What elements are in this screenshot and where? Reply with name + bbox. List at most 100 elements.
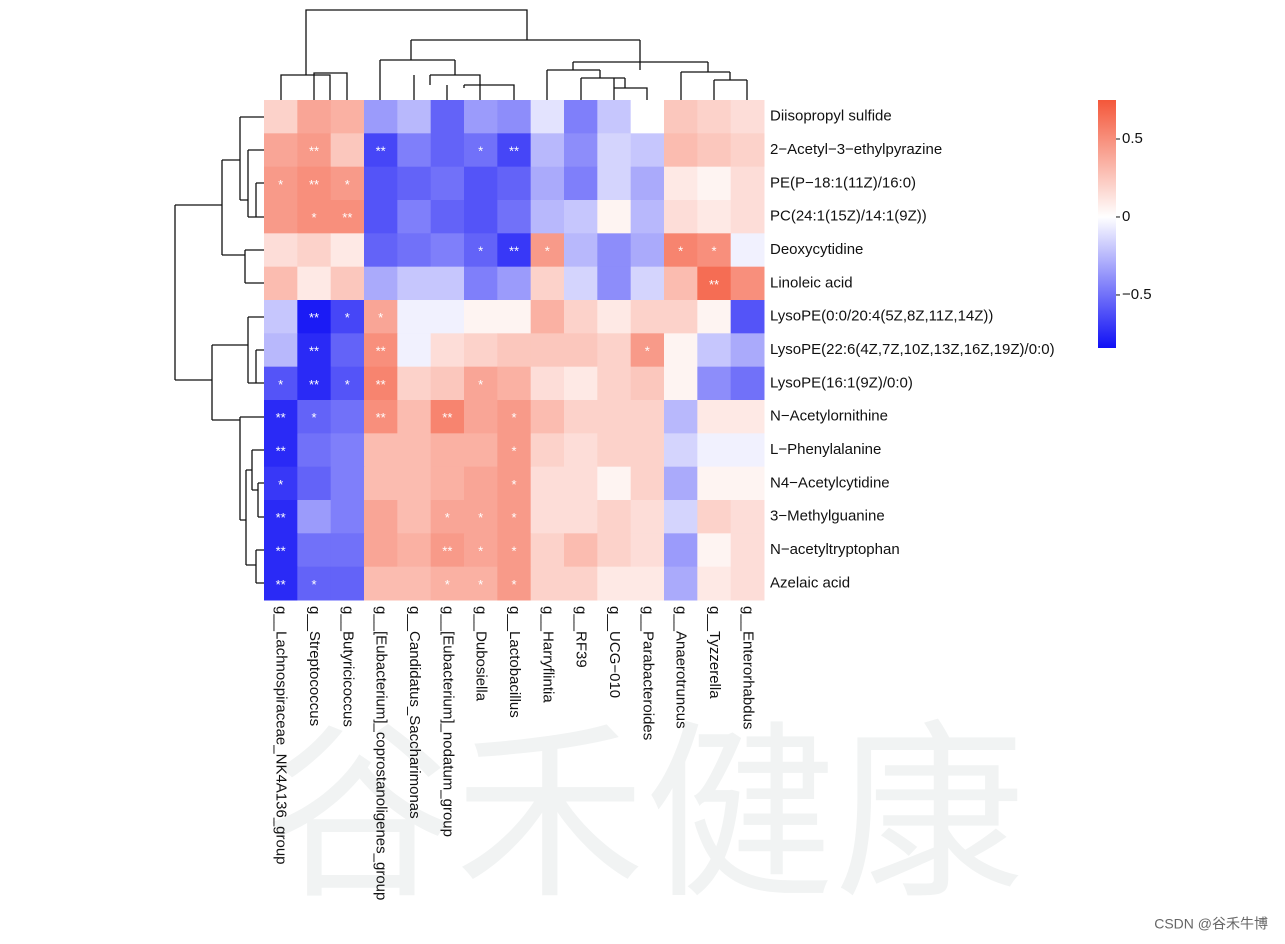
cell — [730, 433, 765, 468]
cell — [464, 533, 498, 568]
significance-label: * — [478, 577, 483, 592]
column-label: g__RF39 — [573, 606, 590, 668]
cell — [330, 466, 365, 501]
cell — [297, 566, 332, 601]
significance-label: * — [345, 377, 350, 392]
cell — [264, 233, 298, 268]
cell — [430, 400, 465, 434]
significance-label: * — [278, 477, 283, 492]
column-label: g__Parabacteroides — [639, 606, 656, 740]
color-tick-label: −0.5 — [1122, 286, 1152, 303]
row-label: 3−Methylguanine — [770, 508, 885, 525]
cell — [364, 300, 398, 334]
cell — [297, 100, 332, 134]
significance-label: ** — [709, 277, 719, 292]
cell — [364, 466, 398, 501]
cell — [664, 366, 698, 401]
cell — [430, 100, 465, 134]
significance-label: * — [345, 310, 350, 325]
cell — [597, 266, 632, 301]
cell — [264, 200, 298, 234]
cell — [564, 366, 598, 401]
cell — [630, 433, 665, 468]
cell — [697, 500, 732, 534]
cell — [464, 366, 498, 401]
cell — [730, 566, 765, 601]
cell — [630, 233, 665, 268]
cell — [497, 333, 532, 368]
cell — [564, 166, 598, 201]
cell — [564, 466, 598, 501]
cell — [530, 266, 565, 301]
cell — [697, 466, 732, 501]
cell — [730, 366, 765, 401]
column-label: g__Harryflintia — [539, 606, 556, 703]
cell — [364, 433, 398, 468]
row-label: Azelaic acid — [770, 574, 850, 591]
cell — [364, 566, 398, 601]
significance-label: ** — [309, 343, 319, 358]
row-dendrogram — [174, 116, 264, 584]
cell — [297, 200, 332, 234]
cell — [430, 366, 465, 401]
cell — [430, 500, 465, 534]
cell — [664, 133, 698, 168]
cell — [330, 133, 365, 168]
cell — [697, 133, 732, 168]
cell — [697, 200, 732, 234]
cell — [464, 133, 498, 168]
cell — [697, 433, 732, 468]
cell — [597, 566, 632, 601]
cell — [497, 233, 532, 268]
cell — [530, 366, 565, 401]
cell — [497, 400, 532, 434]
significance-label: * — [511, 543, 516, 558]
cell — [530, 566, 565, 601]
cell — [464, 300, 498, 334]
cell — [330, 400, 365, 434]
significance-label: * — [511, 577, 516, 592]
cell — [297, 233, 332, 268]
cell — [297, 533, 332, 568]
column-label: g__Anaerotruncus — [673, 606, 690, 729]
cell — [297, 266, 332, 301]
cell — [664, 466, 698, 501]
cell — [730, 266, 765, 301]
cell — [564, 533, 598, 568]
column-label: g__Streptococcus — [306, 606, 323, 726]
cell — [697, 300, 732, 334]
credit: CSDN @谷禾牛博 — [1154, 916, 1268, 932]
cell — [697, 533, 732, 568]
cell — [664, 166, 698, 201]
cell — [364, 533, 398, 568]
row-label: N−Acetylornithine — [770, 408, 888, 425]
cell — [330, 100, 365, 134]
cell — [530, 200, 565, 234]
cell — [697, 166, 732, 201]
cell — [464, 500, 498, 534]
row-label: 2−Acetyl−3−ethylpyrazine — [770, 141, 942, 158]
cell — [330, 233, 365, 268]
significance-label: ** — [276, 577, 286, 592]
cell — [464, 200, 498, 234]
cell — [364, 100, 398, 134]
column-label: g__Enterorhabdus — [739, 606, 756, 729]
cell — [530, 133, 565, 168]
cell — [664, 433, 698, 468]
cell — [264, 433, 298, 468]
cell — [430, 300, 465, 334]
cell — [264, 333, 298, 368]
cell — [264, 100, 298, 134]
cell — [397, 233, 432, 268]
cell — [564, 233, 598, 268]
significance-label: * — [445, 577, 450, 592]
cell — [730, 533, 765, 568]
significance-label: * — [711, 243, 716, 258]
significance-label: * — [311, 577, 316, 592]
cell — [630, 200, 665, 234]
cell — [464, 433, 498, 468]
cell — [564, 333, 598, 368]
cell — [297, 466, 332, 501]
significance-label: ** — [342, 210, 352, 225]
cell — [497, 433, 532, 468]
